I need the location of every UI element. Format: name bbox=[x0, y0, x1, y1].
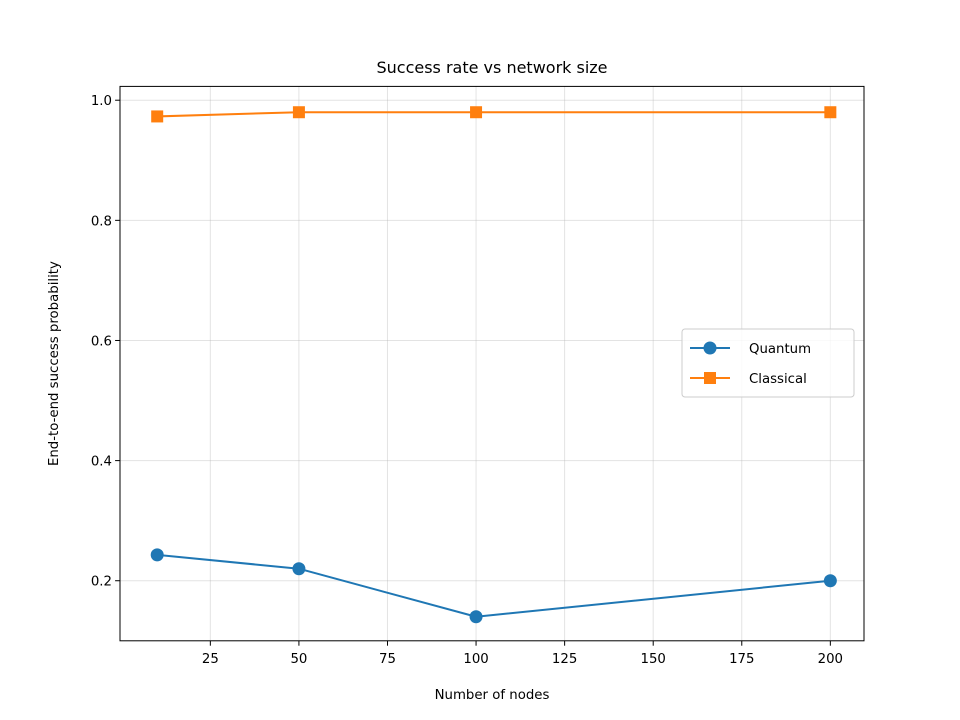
data-point bbox=[150, 548, 164, 562]
x-axis-label: Number of nodes bbox=[435, 688, 550, 703]
legend-label: Quantum bbox=[749, 342, 811, 357]
legend-label: Classical bbox=[749, 372, 807, 387]
x-tick-label: 100 bbox=[463, 652, 488, 667]
x-tick-label: 150 bbox=[641, 652, 666, 667]
data-point bbox=[470, 106, 483, 119]
plot-series bbox=[150, 106, 837, 624]
y-axis: 0.2 0.4 0.6 0.8 1.0 bbox=[91, 94, 120, 590]
x-tick-label: 75 bbox=[379, 652, 396, 667]
data-point bbox=[151, 110, 164, 123]
x-tick-label: 25 bbox=[202, 652, 219, 667]
data-point bbox=[292, 106, 305, 119]
series-quantum bbox=[150, 548, 837, 624]
chart-title: Success rate vs network size bbox=[376, 58, 607, 77]
x-tick-label: 175 bbox=[729, 652, 754, 667]
legend-item: Classical bbox=[690, 372, 807, 387]
data-point bbox=[824, 106, 837, 119]
legend-marker bbox=[704, 372, 716, 384]
y-tick-label: 0.8 bbox=[91, 214, 112, 229]
legend-marker bbox=[703, 341, 717, 355]
data-point bbox=[292, 562, 306, 576]
x-axis: 25 50 75 100 125 150 175 200 bbox=[202, 640, 843, 667]
legend-item: Quantum bbox=[690, 341, 811, 357]
data-point bbox=[823, 574, 837, 588]
legend-box bbox=[681, 328, 855, 398]
y-axis-label: End-to-end success probability bbox=[47, 261, 62, 466]
series-classical bbox=[151, 106, 837, 123]
legend: Quantum Classical bbox=[681, 328, 855, 398]
y-tick-label: 0.4 bbox=[91, 455, 112, 470]
y-tick-label: 1.0 bbox=[91, 94, 112, 109]
y-tick-label: 0.6 bbox=[91, 334, 112, 349]
x-tick-label: 125 bbox=[552, 652, 577, 667]
plot-frame bbox=[119, 85, 865, 642]
x-tick-label: 200 bbox=[818, 652, 843, 667]
x-tick-label: 50 bbox=[290, 652, 307, 667]
data-point bbox=[469, 610, 483, 624]
series-line bbox=[156, 111, 832, 118]
series-line bbox=[156, 553, 832, 618]
y-tick-label: 0.2 bbox=[91, 575, 112, 590]
